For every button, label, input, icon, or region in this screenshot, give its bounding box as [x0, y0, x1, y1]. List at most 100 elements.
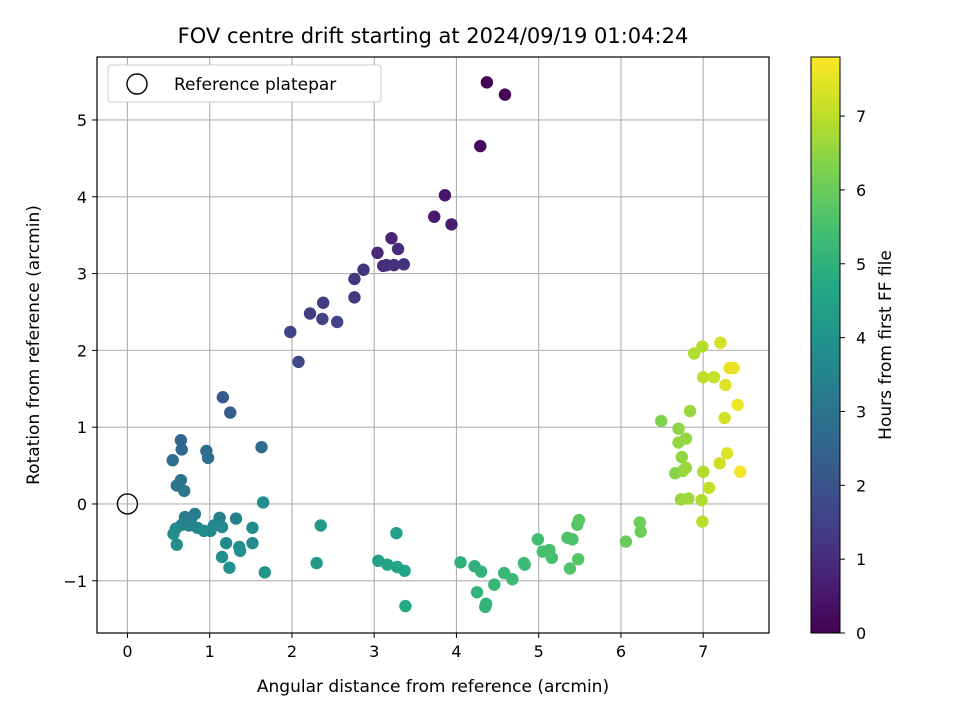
data-point	[713, 457, 726, 470]
data-point	[634, 525, 647, 538]
data-point	[474, 565, 488, 578]
colorbar-tick-label: 1	[856, 550, 866, 569]
x-axis-label: Angular distance from reference (arcmin)	[257, 677, 609, 697]
data-points	[166, 76, 747, 614]
data-point	[258, 566, 271, 579]
data-point	[714, 336, 727, 349]
data-point	[177, 484, 191, 498]
x-tick-label: 7	[698, 642, 708, 661]
data-point	[391, 242, 405, 256]
colorbar-ticks: 0 1 2 3 4 5 6 7	[840, 107, 866, 643]
data-point	[428, 210, 441, 223]
data-point	[566, 533, 579, 546]
data-point	[233, 544, 247, 558]
data-point	[619, 535, 633, 548]
colorbar-tick-label: 7	[856, 107, 866, 126]
data-point	[255, 440, 268, 454]
colorbar-label: Hours from first FF file	[876, 250, 896, 440]
data-point	[167, 527, 180, 541]
data-point	[696, 465, 710, 478]
chart-title: FOV centre drift starting at 2024/09/19 …	[178, 24, 689, 48]
data-point	[166, 454, 179, 467]
data-point	[246, 536, 259, 550]
y-tick-label: 0	[77, 495, 87, 514]
data-point	[256, 496, 270, 509]
data-point	[531, 533, 545, 546]
data-point	[727, 361, 740, 375]
data-point	[480, 76, 494, 89]
data-point	[246, 521, 259, 534]
data-point	[683, 404, 697, 418]
data-point	[215, 550, 229, 564]
x-axis-ticks: 0 1 2 3 4 5 6 7	[122, 633, 708, 661]
data-point	[204, 524, 217, 538]
data-point	[702, 481, 716, 495]
data-point	[474, 139, 487, 153]
data-point	[398, 564, 411, 577]
data-point	[381, 558, 394, 571]
data-point	[310, 556, 323, 570]
colorbar-tick-label: 4	[856, 329, 866, 348]
legend-box	[107, 64, 382, 103]
y-tick-label: 5	[77, 111, 87, 130]
data-point	[223, 561, 236, 574]
data-point	[314, 519, 327, 532]
x-tick-label: 3	[369, 642, 379, 661]
data-point	[719, 378, 732, 392]
data-point	[679, 461, 693, 475]
x-tick-label: 5	[534, 642, 544, 661]
data-point	[720, 447, 734, 460]
data-point	[371, 246, 384, 260]
grid	[97, 57, 769, 633]
data-point	[385, 232, 398, 245]
data-point	[174, 434, 188, 447]
data-point	[518, 558, 531, 571]
data-point	[357, 263, 370, 276]
y-tick-label: 3	[77, 265, 87, 284]
data-point	[718, 411, 731, 425]
data-point	[348, 272, 361, 286]
colorbar-tick-label: 3	[856, 402, 866, 421]
colorbar	[810, 56, 841, 634]
data-point	[229, 512, 243, 525]
data-point	[292, 355, 305, 369]
data-point	[399, 599, 412, 613]
data-point	[348, 291, 361, 304]
data-point	[488, 578, 501, 591]
data-point	[696, 515, 709, 528]
data-point	[695, 493, 708, 507]
data-point	[224, 406, 237, 419]
data-point	[633, 516, 647, 529]
data-point	[563, 562, 577, 575]
x-tick-label: 4	[451, 642, 461, 661]
data-point	[470, 586, 484, 599]
data-point	[438, 189, 452, 202]
data-point	[316, 296, 330, 309]
x-tick-label: 2	[287, 642, 297, 661]
reference-platepar-marker	[116, 493, 139, 515]
data-point	[303, 307, 317, 320]
data-point	[498, 88, 512, 101]
colorbar-tick-label: 2	[856, 476, 866, 495]
data-point	[479, 600, 492, 614]
data-point	[397, 258, 411, 271]
data-point	[216, 391, 230, 404]
data-point	[687, 347, 701, 360]
data-point	[672, 422, 685, 435]
data-point	[696, 340, 709, 353]
data-point	[316, 312, 329, 326]
legend-reference-marker	[126, 73, 148, 95]
data-point	[679, 432, 693, 445]
data-point	[572, 513, 586, 527]
data-point	[215, 520, 229, 534]
x-tick-label: 1	[205, 642, 215, 661]
data-point	[219, 536, 233, 550]
data-point	[655, 414, 668, 428]
data-point	[201, 451, 215, 465]
data-point	[390, 526, 403, 540]
data-point	[454, 556, 467, 569]
data-point	[707, 371, 721, 384]
colorbar-tick-label: 6	[856, 181, 866, 200]
data-point	[682, 492, 695, 505]
